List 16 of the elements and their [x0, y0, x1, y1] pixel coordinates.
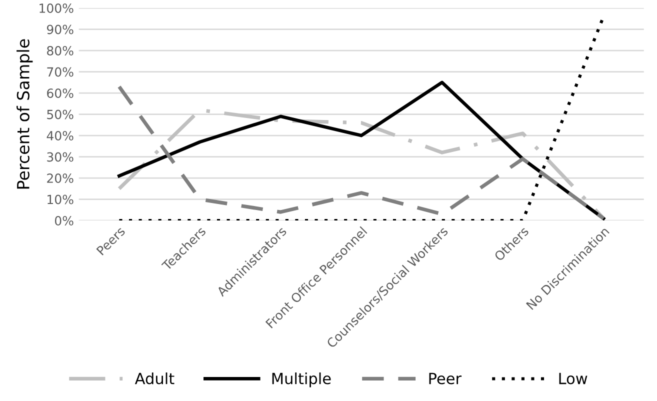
y-axis-title: Percent of Sample	[16, 39, 33, 189]
legend-label: Adult	[134, 372, 174, 384]
y-tick-label: 0%	[54, 216, 74, 226]
legend-label: Low	[559, 372, 588, 384]
y-tick-label: 90%	[46, 24, 74, 34]
legend-label: Multiple	[272, 372, 331, 388]
y-tick-label: 10%	[48, 194, 74, 204]
y-tick-label: 40%	[46, 131, 74, 140]
y-tick-label: 100%	[40, 3, 74, 13]
y-tick-label: 30%	[47, 152, 74, 162]
y-tick-label: 20%	[47, 174, 74, 183]
y-tick-label: 50%	[47, 110, 74, 120]
y-tick-label: 60%	[47, 88, 74, 98]
legend-label: Peer	[429, 372, 462, 384]
y-tick-label: 80%	[47, 46, 74, 56]
y-tick-label: 70%	[47, 67, 74, 77]
